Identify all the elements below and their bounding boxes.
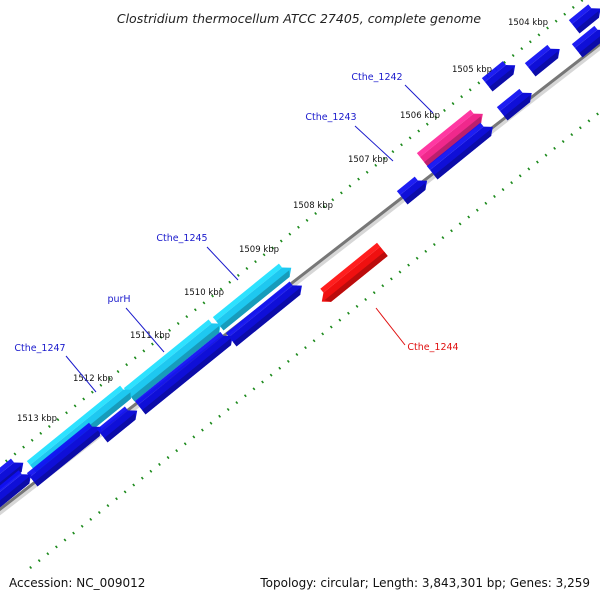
gene-label-cthe-1247[interactable]: Cthe_1247 [14, 343, 65, 354]
gene-arrow[interactable] [524, 44, 560, 77]
gene-arrow-cthe-1244[interactable] [320, 242, 388, 302]
gene-arrow-cthe-1242[interactable] [416, 109, 483, 167]
kbp-tick-label: 1506 kbp [400, 111, 440, 121]
kbp-tick-label: 1509 kbp [239, 245, 279, 255]
gene-arrow[interactable] [481, 61, 516, 92]
gene-arrow[interactable] [0, 470, 32, 509]
kbp-tick-label: 1507 kbp [348, 155, 388, 165]
gene-label-cthe-1245[interactable]: Cthe_1245 [156, 233, 207, 244]
leader-line-cthe-1245 [206, 246, 239, 281]
kbp-tick-label: 1505 kbp [452, 65, 492, 75]
gene-arrow-purh[interactable] [123, 319, 221, 402]
leader-line-cthe-1247 [65, 355, 97, 393]
gene-arrow[interactable] [26, 422, 102, 487]
gene-arrow-cthe-1245[interactable] [212, 263, 292, 331]
gene-arrow[interactable] [496, 88, 532, 121]
gene-label-cthe-1242[interactable]: Cthe_1242 [351, 72, 402, 83]
kbp-tick-label: 1508 kbp [293, 201, 333, 211]
gene-arrow[interactable] [568, 4, 600, 34]
leader-line-cthe-1243 [354, 125, 394, 162]
genome-summary-text: Topology: circular; Length: 3,843,301 bp… [260, 576, 590, 590]
gene-arrow[interactable] [396, 176, 428, 205]
gene-arrow[interactable] [426, 122, 493, 180]
leader-line-cthe-1244 [375, 307, 406, 346]
kbp-tick-label: 1504 kbp [508, 18, 548, 28]
kbp-tick-label: 1513 kbp [17, 414, 57, 424]
gene-label-purh[interactable]: purH [107, 294, 130, 305]
accession-text: Accession: NC_009012 [9, 576, 146, 590]
kbp-tick-label: 1510 kbp [184, 288, 224, 298]
gene-label-cthe-1243[interactable]: Cthe_1243 [305, 112, 356, 123]
inner-dotted-circle [29, 110, 600, 570]
gene-arrow[interactable] [225, 281, 302, 347]
leader-line-cthe-1242 [404, 84, 434, 114]
gene-arrow[interactable] [96, 406, 138, 443]
gene-label-cthe-1244[interactable]: Cthe_1244 [407, 342, 458, 353]
gene-arrow[interactable] [571, 25, 600, 58]
gene-arrow[interactable] [134, 331, 233, 415]
map-title: Clostridium thermocellum ATCC 27405, com… [117, 11, 482, 26]
kbp-tick-label: 1512 kbp [73, 374, 113, 384]
leader-line-purh [125, 307, 165, 353]
